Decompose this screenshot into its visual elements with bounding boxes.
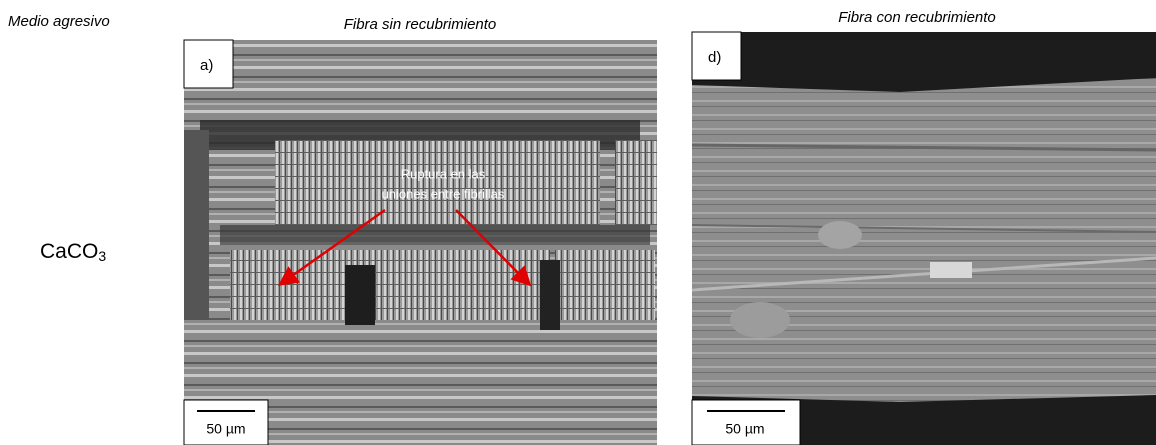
annotation: Ruptura en las <box>401 166 486 181</box>
annotation: uniones entre fibrillas <box>382 186 505 201</box>
row-label: Medio agresivo <box>8 13 110 30</box>
panel-title: Fibra sin recubrimiento <box>344 16 497 33</box>
scale-label: 50 µm <box>206 421 245 437</box>
panel-label: a) <box>200 57 213 74</box>
figure: Medio agresivo CaCO3 Fibra sin recubrimi… <box>0 0 1156 445</box>
formula-subscript: 3 <box>98 248 106 264</box>
sem-image <box>692 32 1156 445</box>
medium-label: CaCO3 <box>40 240 106 264</box>
formula: CaCO <box>40 240 98 263</box>
scale-label: 50 µm <box>725 421 764 437</box>
panel-label: d) <box>708 49 721 66</box>
sem-image <box>184 40 657 445</box>
panel-title: Fibra con recubrimiento <box>838 9 996 26</box>
